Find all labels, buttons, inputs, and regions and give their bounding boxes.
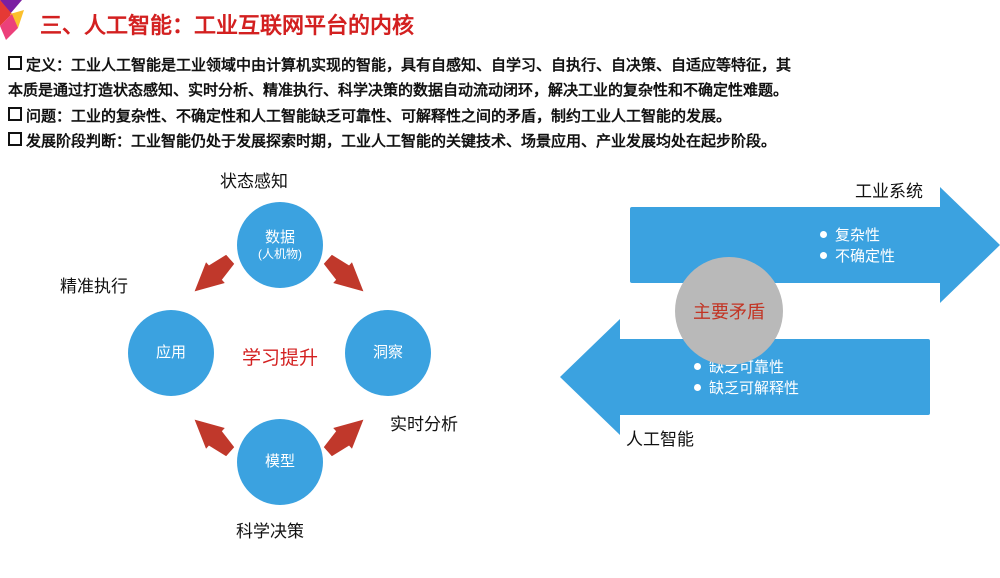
contradiction-diagram: 工业系统 复杂性 不确定性 缺乏可靠性 缺乏可解释性 主要矛盾 人工智能 [560,177,1000,477]
cycle-label-bottom: 科学决策 [236,517,304,542]
contra-top-bullet-0: 复杂性 [820,224,940,245]
cycle-node-sublabel: (人机物) [258,247,302,261]
para-1b: 本质是通过打造状态感知、实时分析、精准执行、科学决策的数据自动流动闭环，解决工业… [8,82,788,99]
cycle-label-right: 实时分析 [390,410,458,435]
contra-top-bullet-1: 不确定性 [820,245,940,266]
cycle-label-left: 精准执行 [60,272,128,297]
contra-hub-text: 主要矛盾 [693,298,765,324]
contra-label-bottom: 人工智能 [626,425,694,450]
cycle-label-top: 状态感知 [220,167,288,192]
contra-label-top: 工业系统 [855,177,923,202]
intro-text: 定义：工业人工智能是工业领域中由计算机实现的智能，具有自感知、自学习、自执行、自… [0,46,1000,157]
cycle-node-label: 数据 [265,229,295,247]
para-1a: 定义：工业人工智能是工业领域中由计算机实现的智能，具有自感知、自学习、自执行、自… [26,57,791,74]
cycle-node-left: 应用 [128,310,214,396]
page-title: 三、人工智能：工业互联网平台的内核 [0,0,1000,46]
contra-hub: 主要矛盾 [675,257,783,365]
cycle-center-text: 学习提升 [242,343,318,370]
para-2: 问题：工业的复杂性、不确定性和人工智能缺乏可靠性、可解释性之间的矛盾，制约工业人… [26,108,731,125]
cycle-node-label: 洞察 [373,344,403,362]
cycle-node-right: 洞察 [345,310,431,396]
para-3: 发展阶段判断：工业智能仍处于发展探索时期，工业人工智能的关键技术、场景应用、产业… [26,133,776,150]
logo-icon [0,0,32,44]
cycle-node-top: 数据 (人机物) [237,202,323,288]
contra-bottom-bullet-1: 缺乏可解释性 [694,377,930,398]
cycle-node-label: 应用 [156,344,186,362]
cycle-diagram: 状态感知 实时分析 科学决策 精准执行 数据 (人机物) 洞察 模型 应用 学习… [90,167,470,547]
cycle-node-bottom: 模型 [237,419,323,505]
cycle-node-label: 模型 [265,453,295,471]
